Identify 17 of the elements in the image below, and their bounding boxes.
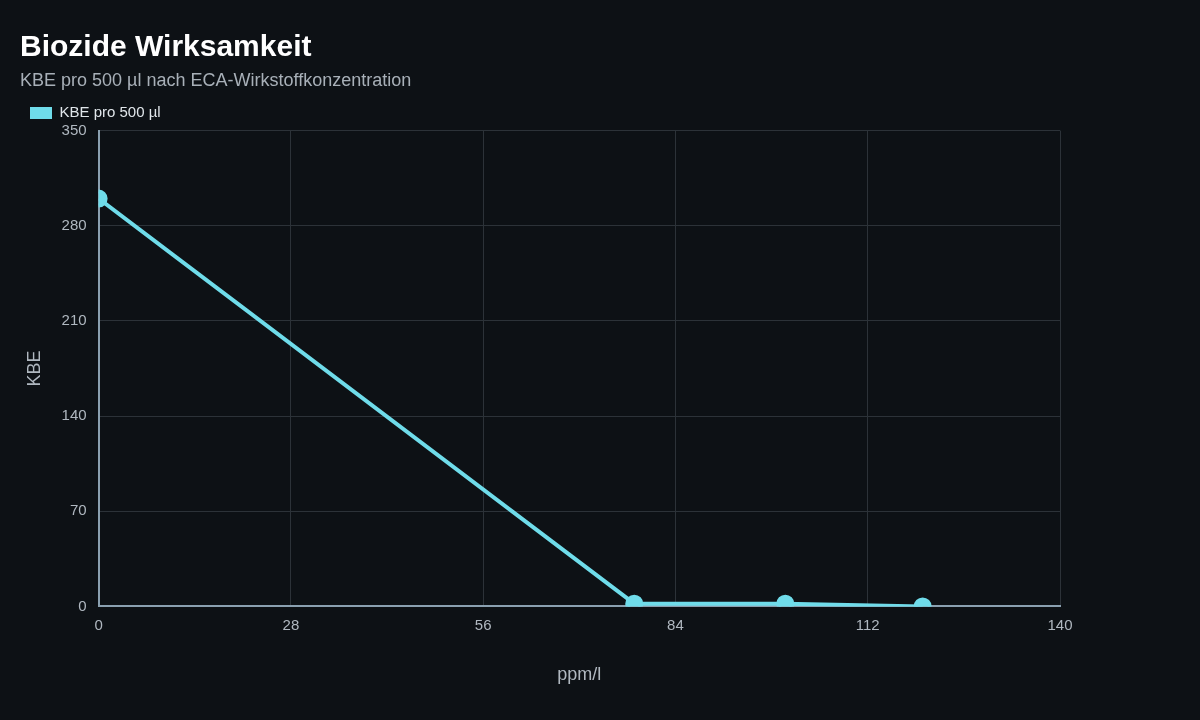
x-tick-label: 140	[1047, 615, 1073, 633]
y-axis-title: KBE	[23, 350, 44, 387]
x-tick-label: 56	[474, 615, 492, 633]
chart-title: Biozide Wirksamkeit	[20, 29, 312, 63]
y-tick-label: 140	[61, 406, 87, 424]
x-tick-label: 84	[667, 615, 684, 633]
legend-label: KBE pro 500 µl	[59, 103, 161, 121]
x-tick-label: 112	[855, 615, 880, 633]
x-tick-label: 0	[94, 615, 103, 633]
chart-subtitle: KBE pro 500 µl nach ECA-Wirkstoffkonzentration	[20, 69, 412, 90]
y-tick-label: 0	[78, 596, 87, 614]
y-tick-label: 280	[61, 215, 87, 233]
y-tick-label: 350	[61, 120, 87, 138]
x-tick-label: 28	[282, 615, 300, 633]
y-tick-label: 70	[69, 501, 87, 519]
y-tick-label: 210	[61, 311, 87, 329]
x-axis-title: ppm/l	[557, 664, 602, 685]
